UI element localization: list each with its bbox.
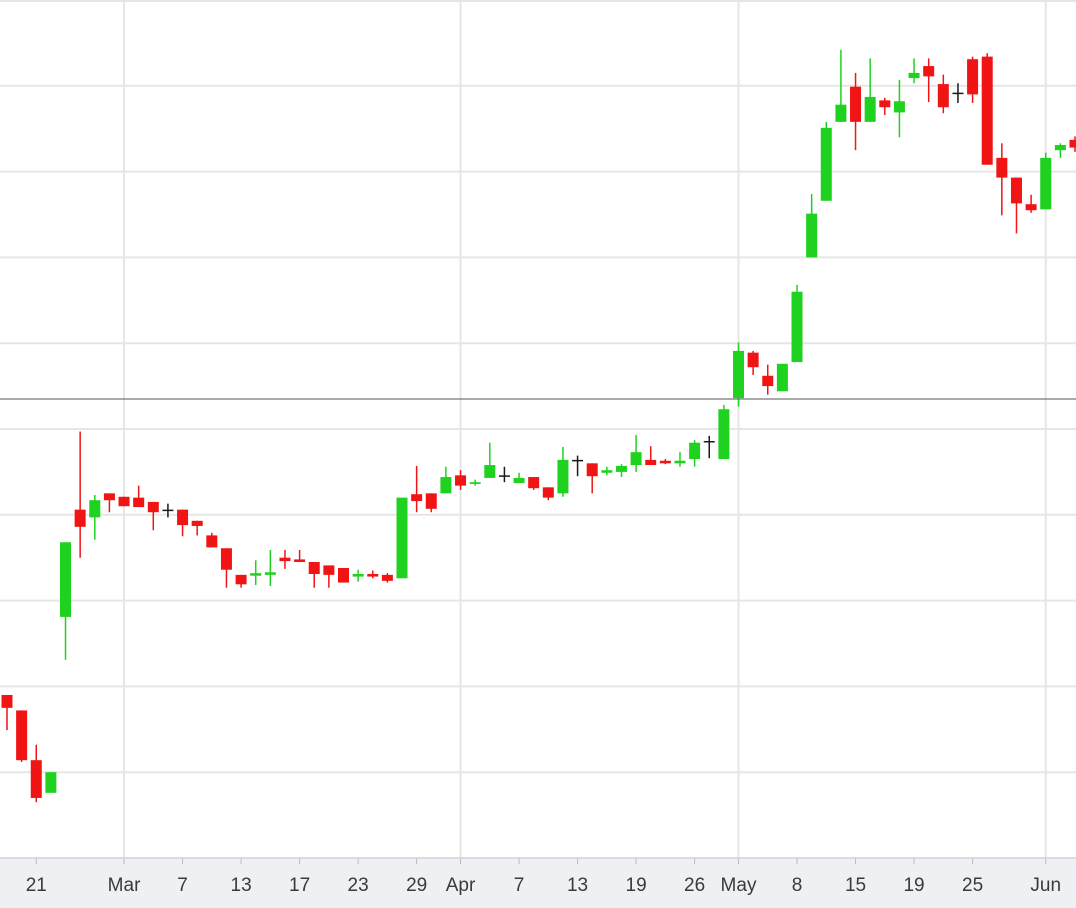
candle-body bbox=[133, 497, 145, 508]
candle-body bbox=[1010, 177, 1022, 204]
candle-body bbox=[659, 460, 671, 464]
candle-body bbox=[74, 509, 86, 527]
candle-body bbox=[586, 463, 598, 477]
candle-body bbox=[440, 477, 452, 494]
x-tick-label: 15 bbox=[845, 875, 866, 896]
candle-body bbox=[60, 542, 72, 617]
candle-body bbox=[323, 565, 335, 575]
candle-body bbox=[630, 452, 642, 466]
candle-body bbox=[30, 760, 42, 798]
candle-body bbox=[718, 409, 730, 460]
candle-body bbox=[542, 487, 554, 498]
candle-body bbox=[191, 520, 203, 526]
x-tick-label: 13 bbox=[231, 875, 252, 896]
candle-body bbox=[279, 557, 291, 562]
candle-body bbox=[850, 86, 862, 122]
candle-body bbox=[177, 509, 189, 526]
candle-body bbox=[893, 101, 905, 113]
candle-body bbox=[806, 213, 818, 258]
candle-body bbox=[381, 574, 393, 581]
candle-body bbox=[352, 574, 364, 577]
candle-body bbox=[791, 291, 803, 363]
candle-body bbox=[337, 567, 349, 583]
candle-body bbox=[952, 92, 964, 95]
x-tick-label: May bbox=[721, 875, 757, 896]
candle-body bbox=[498, 475, 510, 477]
candle-body bbox=[250, 573, 262, 576]
candle-body bbox=[879, 100, 891, 108]
candle-body bbox=[220, 548, 232, 570]
candle-body bbox=[103, 493, 115, 501]
candle-body bbox=[484, 465, 496, 478]
candle-body bbox=[1054, 145, 1066, 151]
candle-body bbox=[118, 496, 130, 507]
x-tick-label: Apr bbox=[446, 875, 476, 896]
candle-body bbox=[89, 500, 101, 518]
x-tick-label: 21 bbox=[26, 875, 47, 896]
candle-body bbox=[469, 482, 481, 484]
candle-body bbox=[996, 157, 1008, 178]
candle-body bbox=[820, 127, 832, 201]
candle-body bbox=[308, 561, 320, 575]
x-tick-label: 25 bbox=[962, 875, 983, 896]
candle-body bbox=[147, 501, 159, 513]
x-tick-label: 8 bbox=[792, 875, 803, 896]
candle-body bbox=[396, 497, 408, 579]
candle-body bbox=[425, 493, 437, 509]
candle-body bbox=[513, 477, 525, 484]
candle-body bbox=[1, 694, 13, 708]
x-tick-label: 19 bbox=[903, 875, 924, 896]
x-tick-label: 17 bbox=[289, 875, 310, 896]
candle-body bbox=[674, 460, 686, 464]
candle-body bbox=[455, 475, 467, 486]
candle-body bbox=[206, 535, 218, 548]
candle-body bbox=[703, 441, 715, 443]
candle-body bbox=[1040, 157, 1052, 210]
x-tick-label: 7 bbox=[514, 875, 525, 896]
candle-body bbox=[572, 459, 584, 462]
candle-body bbox=[937, 84, 949, 108]
candle-body bbox=[923, 66, 935, 77]
candle-body bbox=[645, 459, 657, 466]
x-tick-label: 29 bbox=[406, 875, 427, 896]
x-tick-label: 26 bbox=[684, 875, 705, 896]
candle-body bbox=[1025, 204, 1037, 211]
candle-body bbox=[864, 96, 876, 122]
candle-body bbox=[776, 363, 788, 392]
x-tick-label: 7 bbox=[177, 875, 188, 896]
x-axis-band bbox=[0, 858, 1076, 908]
candle-body bbox=[235, 574, 247, 585]
candle-body bbox=[689, 442, 701, 460]
x-tick-label: Jun bbox=[1030, 875, 1061, 896]
x-tick-label: 23 bbox=[348, 875, 369, 896]
candle-body bbox=[908, 72, 920, 79]
candle-body bbox=[601, 470, 613, 473]
candle-body bbox=[615, 465, 627, 472]
candle-body bbox=[762, 375, 774, 387]
candle-body bbox=[835, 104, 847, 122]
x-tick-label: 13 bbox=[567, 875, 588, 896]
candle-body bbox=[557, 459, 569, 494]
candle-body bbox=[294, 559, 306, 562]
candle-body bbox=[367, 574, 379, 577]
candle-body bbox=[733, 350, 744, 399]
x-tick-label: Mar bbox=[108, 875, 141, 896]
candle-body bbox=[411, 494, 423, 502]
candle-body bbox=[981, 56, 993, 165]
candle-body bbox=[264, 572, 276, 575]
candle-body bbox=[45, 772, 57, 793]
candle-body bbox=[528, 477, 540, 489]
candle-body bbox=[162, 509, 174, 512]
candle-body bbox=[967, 59, 979, 95]
candle-body bbox=[747, 352, 759, 368]
x-tick-label: 19 bbox=[626, 875, 647, 896]
candle-body bbox=[1069, 139, 1076, 148]
candle-body bbox=[16, 710, 28, 761]
